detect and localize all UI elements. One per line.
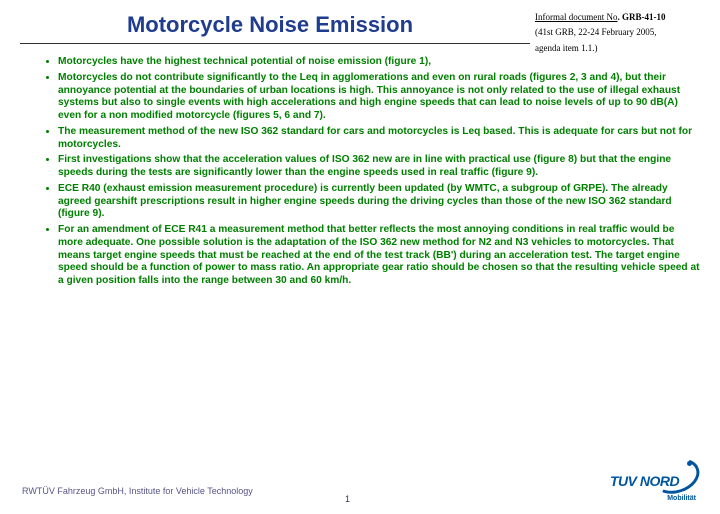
doc-info-line2: (41st GRB, 22-24 February 2005,	[535, 25, 700, 40]
title-underline	[20, 43, 530, 44]
bullet-item: Motorcycles do not contribute significan…	[58, 72, 700, 123]
logo-mark: TUV NORD	[610, 465, 700, 495]
document-info-box: Informal document No. GRB-41-10 (41st GR…	[535, 10, 700, 56]
doc-info-number: . GRB-41-10	[617, 12, 665, 22]
logo-dot-icon	[687, 461, 692, 466]
page-title: Motorcycle Noise Emission	[0, 12, 540, 38]
page-number: 1	[345, 494, 350, 504]
logo-text: TUV NORD	[610, 473, 679, 489]
doc-info-line1: Informal document No. GRB-41-10	[535, 10, 700, 25]
bullet-list: Motorcycles have the highest technical p…	[40, 56, 700, 288]
bullet-item: ECE R40 (exhaust emission measurement pr…	[58, 183, 700, 221]
doc-info-prefix: Informal document No	[535, 12, 617, 22]
bullet-item: For an amendment of ECE R41 a measuremen…	[58, 224, 700, 288]
tuv-nord-logo: TUV NORD Mobilität	[610, 465, 700, 502]
footer-organization: RWTÜV Fahrzeug GmbH, Institute for Vehic…	[22, 486, 253, 496]
bullet-item: First investigations show that the accel…	[58, 154, 700, 180]
bullet-item: The measurement method of the new ISO 36…	[58, 126, 700, 152]
doc-info-line3: agenda item 1.1.)	[535, 41, 700, 56]
logo-subtitle: Mobilität	[610, 495, 700, 502]
bullet-content: Motorcycles have the highest technical p…	[40, 56, 700, 291]
bullet-item: Motorcycles have the highest technical p…	[58, 56, 700, 69]
